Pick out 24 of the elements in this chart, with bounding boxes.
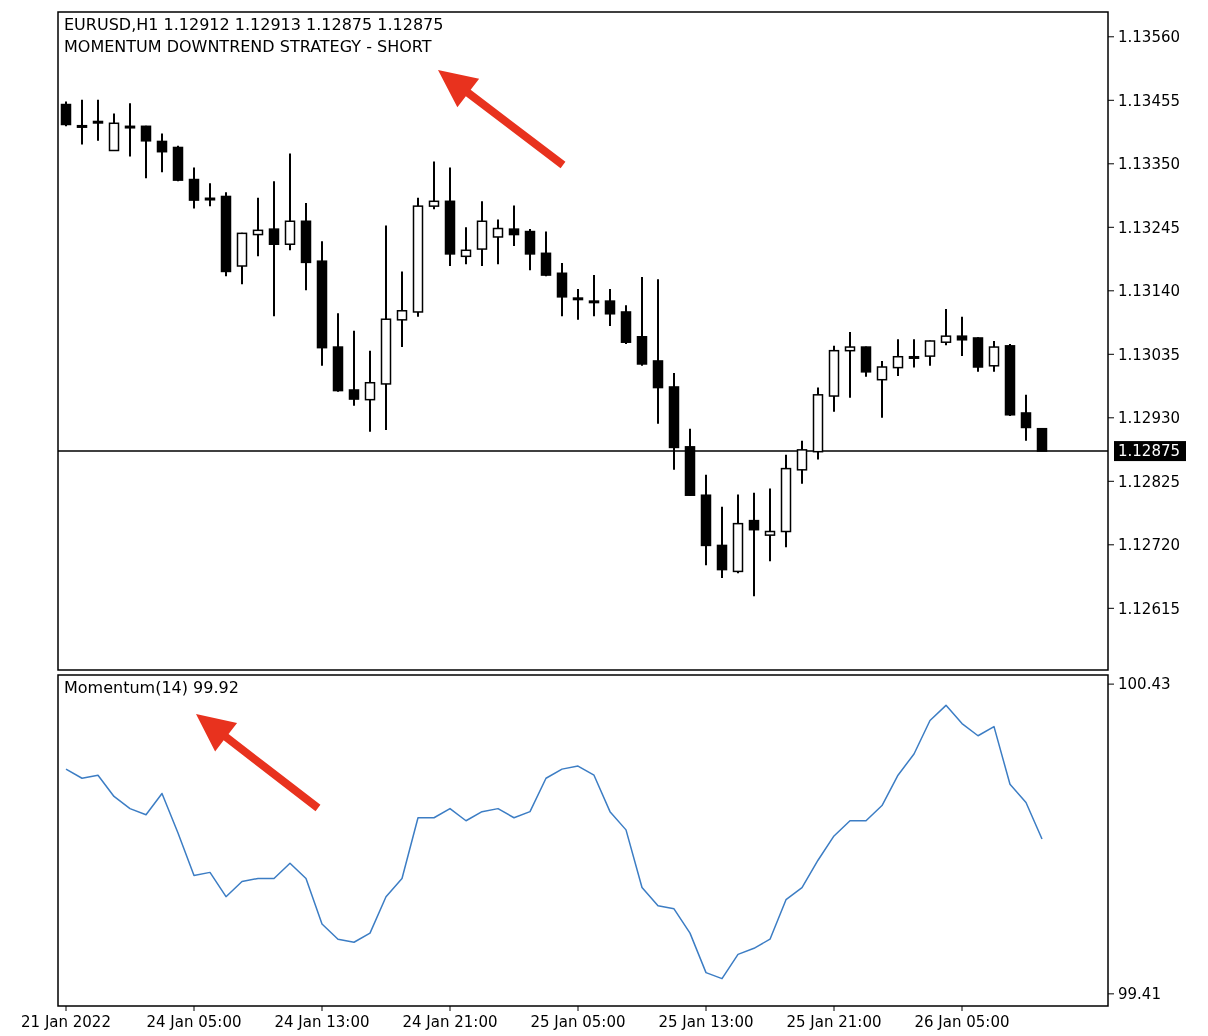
x-tick-label: 25 Jan 21:00 bbox=[786, 1013, 882, 1031]
x-tick-label: 24 Jan 13:00 bbox=[274, 1013, 370, 1031]
y-tick-label: 1.13035 bbox=[1118, 345, 1181, 364]
chart-title: Momentum(14) 99.92 bbox=[64, 678, 239, 697]
y-tick-label: 1.12825 bbox=[1118, 472, 1181, 491]
x-tick-label: 21 Jan 2022 bbox=[21, 1013, 111, 1031]
y-tick-label: 1.12615 bbox=[1118, 599, 1181, 618]
y-tick-label: 1.13560 bbox=[1118, 28, 1181, 47]
y-tick-label: 1.12720 bbox=[1118, 536, 1181, 555]
text: MOMENTUM DOWNTREND STRATEGY - SHORT bbox=[64, 37, 432, 56]
y-tick-label: 100.43 bbox=[1118, 675, 1171, 694]
x-tick-label: 25 Jan 05:00 bbox=[530, 1013, 626, 1031]
x-tick-label: 25 Jan 13:00 bbox=[658, 1013, 754, 1031]
x-tick-label: 26 Jan 05:00 bbox=[914, 1013, 1010, 1031]
x-tick-label: 24 Jan 05:00 bbox=[146, 1013, 242, 1031]
y-tick-label: 99.41 bbox=[1118, 985, 1161, 1004]
y-tick-label: 1.13350 bbox=[1118, 155, 1181, 174]
y-tick-label: 1.12930 bbox=[1118, 409, 1181, 428]
x-tick-label: 24 Jan 21:00 bbox=[402, 1013, 498, 1031]
y-tick-label: 1.13140 bbox=[1118, 282, 1181, 301]
ref-line-label: 1.12875 bbox=[1118, 442, 1181, 461]
y-tick-label: 1.13245 bbox=[1118, 218, 1181, 237]
chart-title: EURUSD,H1 1.12912 1.12913 1.12875 1.12875 bbox=[64, 15, 444, 34]
y-tick-label: 1.13455 bbox=[1118, 91, 1181, 110]
